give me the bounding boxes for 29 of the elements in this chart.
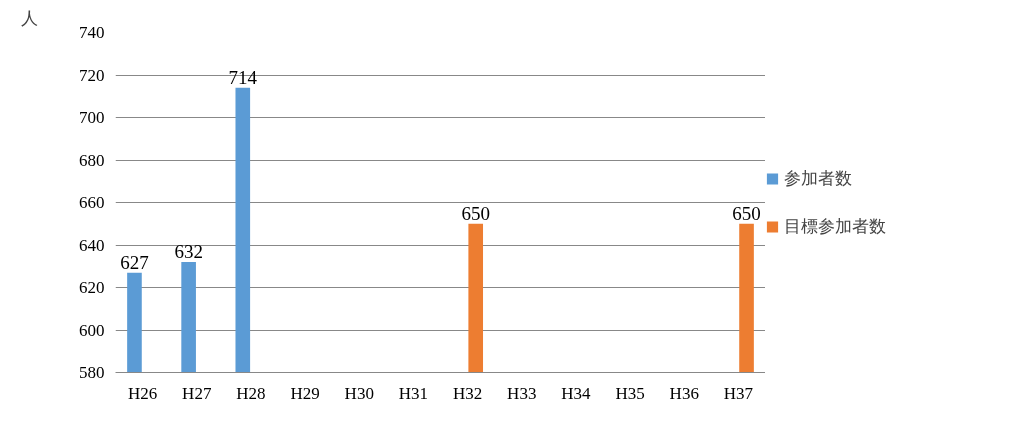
data-label: 632 [174,241,203,262]
y-tick-label: 620 [79,278,105,297]
data-label: 650 [461,202,490,224]
data-label: 714 [228,66,258,88]
x-tick-label: H32 [452,383,483,403]
x-tick-label: H28 [236,383,266,403]
x-tick-label: H27 [182,383,212,403]
y-tick-label: 660 [79,193,105,212]
data-label: 650 [732,202,761,224]
x-tick-label: H29 [290,383,320,403]
x-tick-label: H30 [344,383,374,403]
x-tick-label: H33 [507,383,537,403]
legend-label: 目標参加者数 [784,214,886,238]
x-tick-label: H26 [127,383,158,403]
x-tick-label: H36 [669,383,699,403]
y-tick-label: 600 [79,320,105,340]
x-tick-label: H35 [615,383,645,403]
y-tick-label: 580 [79,363,105,382]
data-label: 627 [120,251,149,273]
y-tick-label: 720 [79,65,105,85]
y-tick-label: 700 [79,108,105,127]
y-tick-label: 640 [79,235,105,255]
x-tick-label: H37 [723,383,754,403]
legend-label: 参加者数 [784,166,852,190]
y-tick-label: 740 [79,23,105,42]
y-tick-label: 680 [79,150,105,170]
x-tick-label: H34 [561,383,592,403]
y-axis-title: 人 [20,7,38,28]
x-tick-label: H31 [398,383,429,403]
